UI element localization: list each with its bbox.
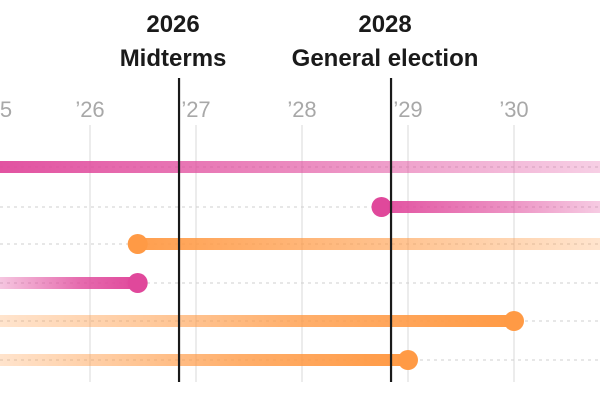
- series-bar: [0, 277, 138, 289]
- x-tick-label: ’30: [499, 97, 528, 122]
- event-year-label: 2028: [358, 11, 411, 38]
- event-year-label: 2026: [146, 11, 199, 38]
- x-tick-label: 5: [0, 97, 12, 122]
- event-markers: 2026 Midterms 2028 General election: [120, 11, 479, 382]
- x-axis-ticks: 5 ’26 ’27 ’28 ’29 ’30: [0, 97, 529, 122]
- series-bar: [0, 354, 408, 366]
- series-point: [127, 234, 148, 254]
- series-point: [504, 311, 524, 331]
- series-rows: [0, 161, 600, 370]
- x-tick-label: ’29: [393, 97, 422, 122]
- x-tick-label: ’28: [287, 97, 316, 122]
- series-bar: [381, 201, 600, 213]
- event-name-label: General election: [292, 45, 479, 72]
- series-bar: [0, 161, 600, 173]
- x-tick-label: ’26: [75, 97, 104, 122]
- series-bar: [0, 315, 514, 327]
- series-point: [398, 350, 418, 370]
- x-tick-label: ’27: [181, 97, 210, 122]
- series-point: [371, 197, 392, 217]
- series-point: [127, 273, 148, 293]
- series-bar: [137, 238, 600, 250]
- event-name-label: Midterms: [120, 45, 227, 72]
